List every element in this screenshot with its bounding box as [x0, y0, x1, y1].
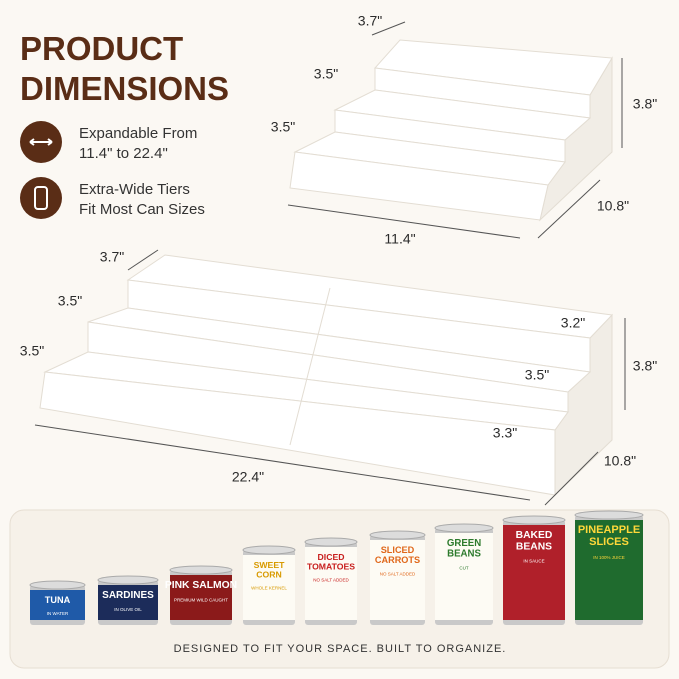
- dimension-lines: [34, 21, 626, 506]
- can-sub: NO SALT ADDED: [313, 577, 349, 582]
- can-name: SARDINES: [102, 590, 154, 601]
- dim-line: [34, 424, 531, 501]
- can-name: BEANS: [516, 541, 552, 552]
- can-label: [98, 585, 158, 620]
- dim-line: [544, 451, 599, 506]
- features: Expandable From 11.4" to 22.4" Extra-Wid…: [79, 125, 205, 218]
- can-lid: [29, 580, 86, 590]
- can-sub: NO SALT ADDED: [380, 571, 416, 576]
- dim-label: 3.5": [58, 293, 82, 309]
- can-name: TOMATOES: [307, 562, 355, 572]
- dim-label: 3.5": [314, 66, 338, 82]
- dim-label: 22.4": [232, 469, 264, 485]
- can-label: [30, 590, 85, 620]
- dim-label: 3.7": [358, 13, 382, 29]
- dim-label: 3.2": [561, 315, 585, 331]
- can-name: GREEN: [447, 538, 481, 549]
- can-name: PINK SALMON: [165, 580, 237, 591]
- can-lid: [502, 515, 566, 525]
- can-label: [170, 575, 232, 620]
- dim-line: [127, 249, 159, 271]
- dim-line: [287, 204, 521, 239]
- can-label: [243, 555, 295, 620]
- can-name: SWEET: [254, 560, 285, 570]
- can-name: TUNA: [45, 595, 71, 605]
- dim-label: 10.8": [597, 198, 629, 214]
- can-sub: IN SAUCE: [523, 559, 544, 564]
- shelf-seam: [289, 287, 331, 446]
- footer: DESIGNED TO FIT YOUR SPACE. BUILT TO ORG…: [174, 643, 507, 655]
- can-lid: [169, 565, 233, 575]
- title-line: DIMENSIONS: [20, 70, 229, 107]
- feature-text: Expandable From: [79, 125, 197, 142]
- can-label: [305, 547, 357, 620]
- dim-line: [537, 179, 601, 239]
- feature-text: Extra-Wide Tiers: [79, 181, 190, 198]
- can-name: PINEAPPLE: [578, 524, 640, 536]
- small-shelf: [289, 39, 613, 222]
- title-line: PRODUCT: [20, 30, 183, 67]
- can-label: [503, 525, 565, 620]
- can-sub: IN OLIVE OIL: [114, 607, 142, 612]
- can-label: [435, 533, 493, 620]
- icon-can: [34, 186, 48, 210]
- can-lid: [434, 523, 494, 533]
- can-name: BAKED: [516, 530, 553, 541]
- large-dimensions: 3.7" 3.5" 3.5" 3.2" 3.5" 3.3" 3.8" 22.4"…: [20, 249, 657, 485]
- title: PRODUCT DIMENSIONS: [20, 30, 229, 107]
- feature-icon: [20, 177, 62, 219]
- can-sub: WHOLE KERNEL: [251, 585, 287, 590]
- shelf-front: [289, 151, 549, 221]
- can-name: SLICED: [381, 545, 415, 555]
- can-sub: PREMIUM WILD CAUGHT: [174, 597, 228, 602]
- cans: TUNA IN WATER SARDINES IN OLIVE OIL PINK SAL…: [29, 510, 644, 625]
- can-name: CARROTS: [375, 555, 420, 565]
- can-lid: [369, 530, 426, 540]
- can-label: [575, 520, 643, 620]
- can-lid: [304, 537, 358, 547]
- dim-label: 10.8": [604, 453, 636, 469]
- dim-label: 3.5": [271, 119, 295, 135]
- can-name: SLICES: [589, 536, 629, 548]
- large-shelf: [39, 254, 614, 497]
- dim-label: 3.3": [493, 425, 517, 441]
- can-sub: IN 100% JUICE: [593, 555, 625, 560]
- can-label: [370, 540, 425, 620]
- can-sub: CUT: [459, 565, 468, 570]
- can-lid: [97, 575, 159, 585]
- can-name: CORN: [256, 570, 282, 580]
- can-name: BEANS: [447, 549, 481, 560]
- can-sub: IN WATER: [47, 611, 69, 616]
- dim-label: 3.5": [20, 343, 44, 359]
- can-lid: [574, 510, 644, 520]
- dim-label: 3.7": [100, 249, 124, 265]
- can-name: DICED: [318, 552, 345, 562]
- feature-text: 11.4" to 22.4": [79, 145, 168, 162]
- dim-label: 3.8": [633, 358, 657, 374]
- dim-line: [371, 21, 406, 36]
- dim-label: 11.4": [384, 231, 415, 247]
- small-dimensions: 3.7" 3.5" 3.5" 3.8" 11.4" 10.8": [271, 13, 657, 247]
- can-lid: [242, 545, 296, 555]
- icon-arrows: [29, 138, 53, 146]
- feature-text: Fit Most Can Sizes: [79, 201, 205, 218]
- dim-label: 3.8": [633, 96, 657, 112]
- dim-label: 3.5": [525, 367, 549, 383]
